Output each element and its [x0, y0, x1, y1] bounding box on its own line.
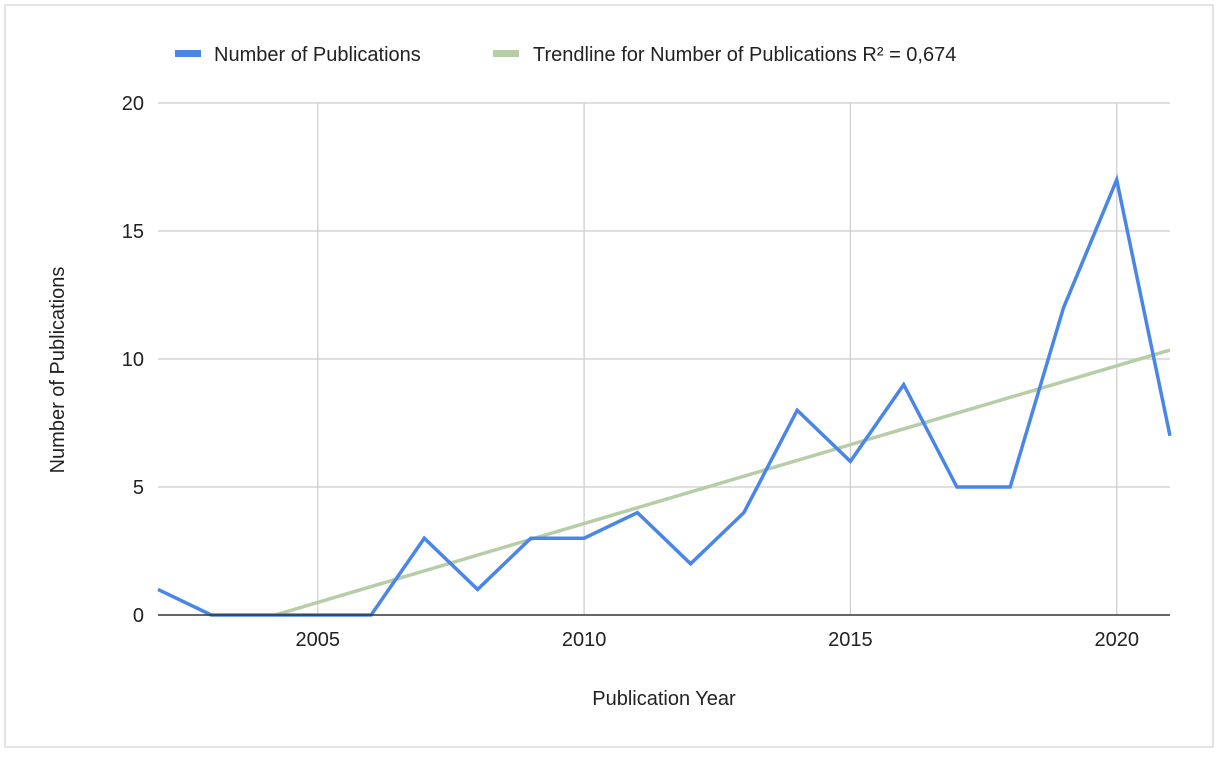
y-tick-label: 5 — [133, 477, 144, 499]
y-tick-label: 10 — [122, 349, 144, 371]
legend-swatch-trendline — [493, 50, 519, 57]
y-tick-label: 20 — [122, 93, 144, 115]
legend-swatch-publications — [175, 50, 201, 57]
x-tick-label: 2015 — [828, 629, 873, 651]
trendline — [274, 348, 1171, 617]
tick-labels: 0 5 10 15 20 2005 2010 2015 2020 — [122, 93, 1139, 651]
x-tick-label: 2005 — [296, 629, 341, 651]
y-axis-title: Number of Publications — [47, 267, 69, 474]
chart-frame — [4, 4, 1214, 748]
x-tick-label: 2020 — [1094, 629, 1139, 651]
x-axis-title: Publication Year — [592, 688, 736, 710]
legend: Number of Publications Trendline for Num… — [175, 44, 956, 66]
legend-label-publications: Number of Publications — [214, 44, 421, 66]
legend-label-trendline: Trendline for Number of Publications R² … — [533, 44, 956, 66]
x-tick-label: 2010 — [562, 629, 607, 651]
trendline-layer — [274, 348, 1171, 617]
y-tick-label: 0 — [133, 605, 144, 627]
y-tick-label: 15 — [122, 221, 144, 243]
